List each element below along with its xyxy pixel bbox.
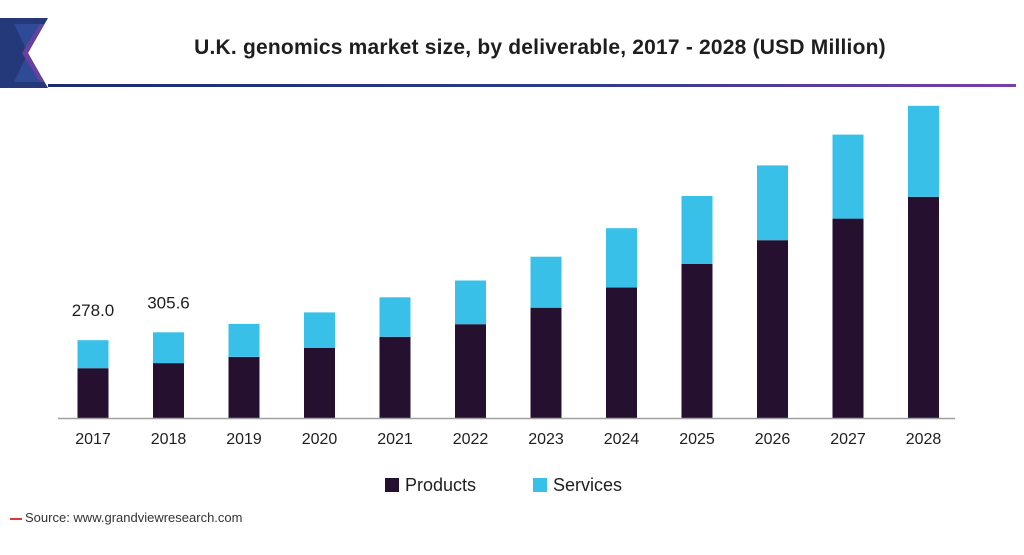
bar-services-2022 bbox=[455, 280, 486, 325]
bar-services-2028 bbox=[908, 105, 939, 197]
legend-swatch-services bbox=[533, 478, 547, 492]
chart-header: U.K. genomics market size, by deliverabl… bbox=[0, 0, 1024, 90]
x-tick-label-2028: 2028 bbox=[906, 431, 942, 448]
bar-services-2023 bbox=[530, 256, 562, 308]
bar-services-2020 bbox=[304, 312, 335, 348]
x-tick-label-2025: 2025 bbox=[679, 431, 715, 448]
header-divider bbox=[48, 84, 1016, 87]
bar-products-2026 bbox=[757, 240, 788, 418]
bar-services-2025 bbox=[681, 196, 713, 264]
bar-products-2028 bbox=[908, 196, 939, 418]
x-tick-label-2018: 2018 bbox=[151, 431, 187, 448]
bar-products-2018 bbox=[153, 363, 184, 418]
legend-label-services: Services bbox=[553, 475, 622, 495]
x-tick-label-2019: 2019 bbox=[226, 431, 262, 448]
data-label-2018: 305.6 bbox=[147, 293, 190, 312]
source-text: Source: www.grandviewresearch.com bbox=[25, 510, 243, 525]
bar-services-2018 bbox=[153, 332, 184, 364]
bar-products-2022 bbox=[455, 324, 486, 418]
bar-products-2017 bbox=[77, 368, 109, 418]
bar-services-2024 bbox=[606, 228, 637, 288]
source-accent-mark bbox=[10, 517, 22, 520]
x-tick-label-2027: 2027 bbox=[830, 431, 866, 448]
legend-label-products: Products bbox=[405, 475, 476, 495]
grand-view-logo-icon bbox=[0, 18, 48, 88]
bar-products-2027 bbox=[832, 218, 864, 418]
bar-services-2026 bbox=[757, 165, 788, 241]
bar-services-2019 bbox=[228, 323, 260, 357]
bar-products-2024 bbox=[606, 287, 637, 418]
source-note: Source: www.grandviewresearch.com bbox=[10, 510, 242, 525]
x-tick-label-2017: 2017 bbox=[75, 431, 111, 448]
x-tick-label-2021: 2021 bbox=[377, 431, 413, 448]
x-tick-label-2023: 2023 bbox=[528, 431, 564, 448]
x-tick-label-2020: 2020 bbox=[302, 431, 338, 448]
bar-services-2017 bbox=[77, 340, 109, 369]
x-tick-label-2026: 2026 bbox=[755, 431, 791, 448]
x-tick-label-2022: 2022 bbox=[453, 431, 489, 448]
bar-services-2027 bbox=[832, 134, 864, 219]
bar-products-2019 bbox=[228, 357, 260, 418]
data-label-2017: 278.0 bbox=[72, 301, 115, 320]
legend-swatch-products bbox=[385, 478, 399, 492]
bar-products-2025 bbox=[681, 264, 713, 418]
x-tick-label-2024: 2024 bbox=[604, 431, 640, 448]
bar-products-2023 bbox=[530, 307, 562, 418]
bar-services-2021 bbox=[379, 297, 411, 337]
chart-title: U.K. genomics market size, by deliverabl… bbox=[194, 36, 886, 59]
bar-products-2021 bbox=[379, 336, 411, 418]
bar-products-2020 bbox=[304, 348, 335, 418]
